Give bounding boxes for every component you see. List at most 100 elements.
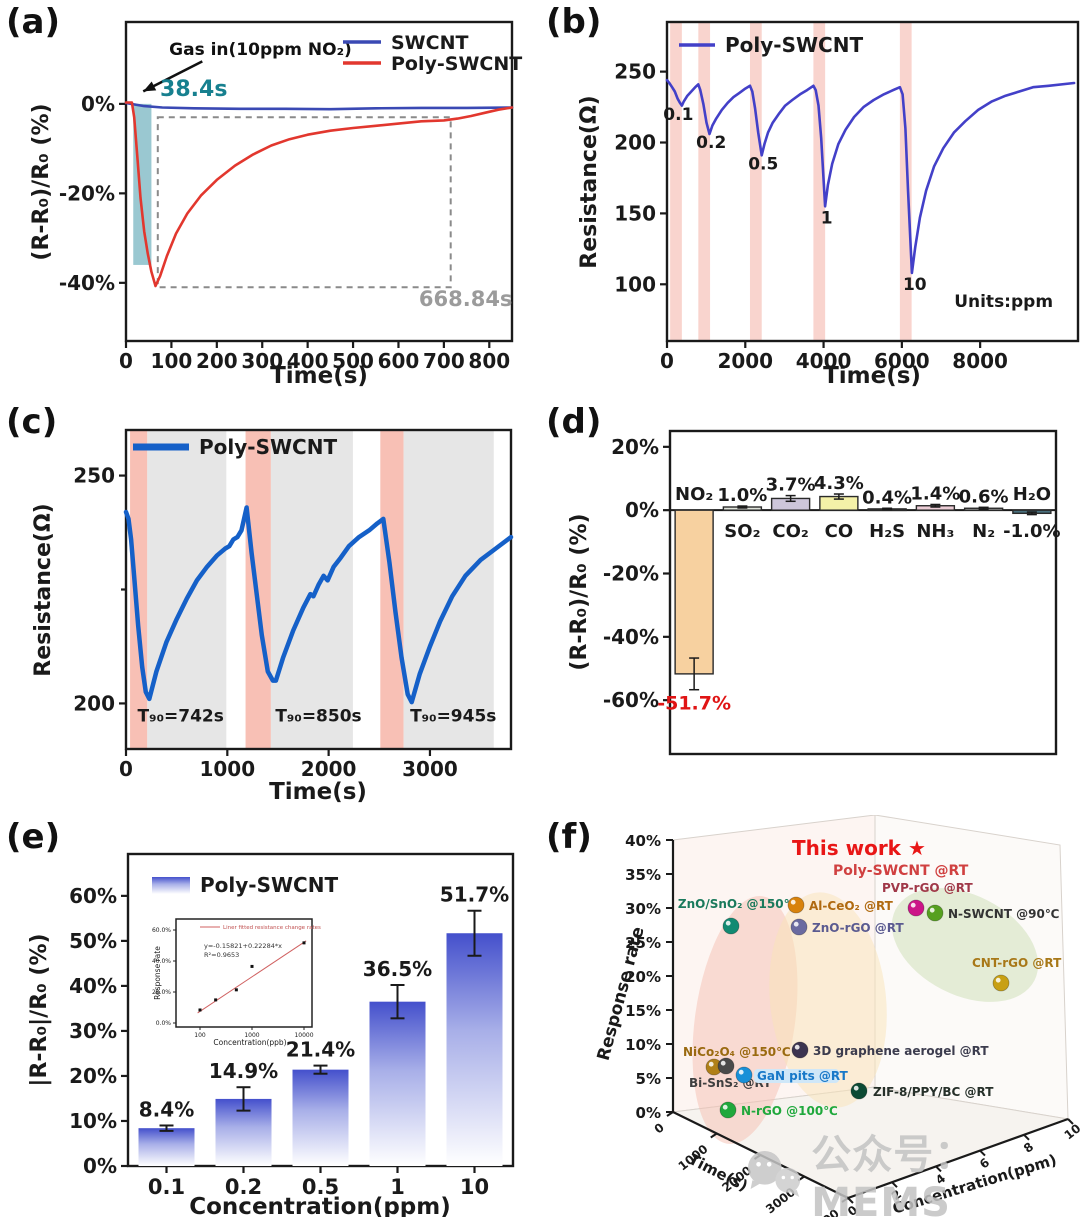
material-sphere [735,1066,753,1084]
inset-x-tick-label: 100 [194,1032,206,1039]
y-tick-label: 20% [611,435,659,459]
material-sphere [791,1041,809,1059]
panel-e: (e) 0% 10% 20% 30% 40% 50% 60% 8.4% 0.1 14.9% 0.2 2… [0,815,540,1217]
material-sphere [722,917,740,935]
y-tick-label: 40% [69,974,117,998]
gas-pulse-band [670,22,682,341]
z-tick-label: 25% [625,934,661,952]
value-label: 36.5% [363,957,432,981]
x-axis-title: Time(s) [269,779,367,805]
panel-f: (f) 0% 5% 10% 15% 20% 25% 30% 35% 40% 0 1000 2000 30… [540,815,1080,1217]
time-tick [710,1132,718,1139]
x-tick-label: 10 [460,1175,489,1199]
z-tick-label: 20% [625,968,661,986]
bar-NO₂ [674,509,714,675]
legend-label: Poly-SWCNT [199,435,337,459]
bar-10 [446,933,503,1166]
x-tick-label: 0.1 [148,1175,185,1199]
x-tick-label: 3000 [402,757,458,781]
x-tick-label: 2000 [717,349,773,373]
y-axis-title: (R-R₀)/R₀ (%) [29,103,54,260]
z-tick-label: 10% [625,1036,661,1054]
concentration-tick [979,1149,986,1157]
t90-label: T₉₀=742s [138,707,224,727]
concentration-label: 0.1 [663,105,693,125]
concentration-tick [847,1197,854,1204]
material-sphere [850,1082,868,1100]
value-label: 1.0% [717,485,767,506]
material-sphere [926,904,944,922]
concentration-tick-label: 8 [1021,1140,1036,1156]
bar-0.5 [292,1069,349,1166]
inset-y-tick-label: 0.0% [156,1020,172,1027]
sphere-highlight [790,899,796,905]
inset-y-tick-label: 60.0% [152,927,171,934]
x-tick-label: 600 [378,349,420,373]
recovery-time-label: 668.84s [419,287,513,311]
z-tick-label: 40% [625,832,661,850]
gas-name-label: H₂S [869,521,905,542]
x-tick-label: 2000 [301,757,357,781]
chart-f-3d-comparison: 0%5%10%15%20%25%30%35%40%010002000300040… [594,815,1080,1217]
value-label: 3.7% [766,475,816,496]
cycle-band [130,430,148,749]
inset-legend-label: Liner fitted resistance change rates [223,925,321,931]
panel-b: (b) 0 2000 4000 6000 8000 100 150 200 250 0.1 0.2 0… [540,0,1080,400]
x-tick-label: 300 [241,349,283,373]
axes-box [124,20,514,343]
sphere-highlight [793,921,799,927]
gas-pulse-band [813,22,826,341]
concentration-tick-label: 0 [845,1203,860,1217]
series-Poly-SWCNT [124,101,514,288]
y-axis-title: (R-R₀)/R₀ (%) [567,513,592,670]
recovery-dashed-rect [156,116,452,289]
inset-y-tick-label: 40.0% [152,958,171,965]
panel-b-letter: (b) [546,2,602,42]
panel-a: (a) 0 100 200 300 400 500 600 700 800 0% -20% -40% G… [0,0,540,400]
material-label: Al-CeO₂ @RT [809,899,894,913]
concentration-label: 1 [821,208,833,228]
x-tick-label: 200 [196,349,238,373]
chart-a-response-curve: 0 100 200 300 400 500 600 700 800 0% -20% -40% Gas i… [29,20,522,389]
panel-d-letter: (d) [546,402,602,442]
value-label: 1.4% [910,483,960,504]
y-tick-label: 50% [69,929,117,953]
gas-in-annotation: Gas in(10ppm NO₂) [169,40,352,60]
concentration-tick [1023,1134,1030,1141]
inset-y-axis-title: Response rate [153,946,162,1000]
sphere-highlight [995,977,1001,983]
z-tick-label: 35% [625,866,661,884]
inset-r2: R²=0.9653 [204,951,239,959]
series-Poly-SWCNT [665,78,1076,275]
value-label: 0.4% [862,487,912,508]
sphere-highlight [738,1069,744,1075]
x-tick-label: 4000 [796,349,852,373]
material-sphere [719,1101,737,1119]
x-tick-label: 100 [151,349,193,373]
x-tick-label: 1 [390,1175,405,1199]
axes-box [665,20,1080,343]
panel-d: (d) 20% 0% -20% -40% -60% NO₂ -51.7% SO₂ 1.0% CO₂… [540,400,1080,815]
material-label: PVP-rGO @RT [882,881,973,895]
z-tick-label: 5% [636,1070,661,1088]
chart-d-selectivity-bars: 20% 0% -20% -40% -60% NO₂ -51.7% SO₂ 1.0%CO₂ 3.7%… [567,429,1061,756]
legend-label: Poly-SWCNT [200,873,338,897]
x-tick-label: 800 [468,349,510,373]
material-label: NiCo₂O₄ @150℃ [683,1045,791,1059]
bar-0.1 [138,1128,195,1166]
panel-f-letter: (f) [546,817,592,857]
y-tick-label: 0% [83,1154,117,1178]
z-tick-label: 0% [636,1104,661,1122]
label-highlight [754,1069,840,1083]
chart-e-response-bars: 0% 10% 20% 30% 40% 50% 60% 8.4% 0.1 14.9% 0.2 21.4%… [27,852,515,1217]
panel-c: (c) 0 1000 2000 3000 200 250 T₉₀=742s T₉₀=850s T… [0,400,540,815]
concentration-tick [935,1165,942,1173]
material-label: GaN pits @RT [757,1069,849,1083]
inset-point [302,941,306,945]
value-label: 14.9% [209,1059,278,1083]
y-tick-label: 100 [614,272,656,296]
gas-name-label: SO₂ [724,521,760,542]
panel-a-letter: (a) [6,2,61,42]
z-tick-label: 15% [625,1002,661,1020]
